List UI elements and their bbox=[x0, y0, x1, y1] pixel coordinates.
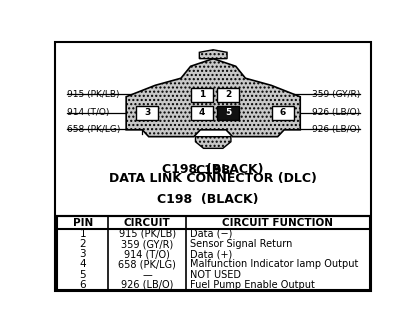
Text: 915 (PK/LB): 915 (PK/LB) bbox=[67, 90, 119, 99]
Text: 926 (LB/O): 926 (LB/O) bbox=[121, 280, 173, 290]
Text: C198: C198 bbox=[196, 164, 231, 177]
Text: C198  (BLACK): C198 (BLACK) bbox=[163, 163, 264, 176]
Text: 5: 5 bbox=[225, 109, 231, 117]
Text: Data (+): Data (+) bbox=[190, 249, 232, 259]
Text: 914 (T/O): 914 (T/O) bbox=[124, 249, 170, 259]
FancyBboxPatch shape bbox=[136, 106, 158, 120]
Polygon shape bbox=[196, 137, 231, 148]
FancyBboxPatch shape bbox=[191, 106, 213, 120]
Text: 3: 3 bbox=[144, 109, 151, 117]
FancyBboxPatch shape bbox=[217, 106, 239, 120]
FancyBboxPatch shape bbox=[217, 88, 239, 102]
FancyBboxPatch shape bbox=[57, 216, 369, 290]
Text: Data (−): Data (−) bbox=[190, 229, 232, 239]
Text: 915 (PK/LB): 915 (PK/LB) bbox=[119, 229, 176, 239]
Text: 359 (GY/R): 359 (GY/R) bbox=[121, 239, 173, 249]
Text: 6: 6 bbox=[79, 280, 86, 290]
Text: PIN: PIN bbox=[72, 217, 93, 228]
Text: 2: 2 bbox=[79, 239, 86, 249]
Text: 2: 2 bbox=[225, 90, 231, 99]
Text: Malfunction Indicator lamp Output: Malfunction Indicator lamp Output bbox=[190, 259, 358, 270]
Text: 359 (GY/R): 359 (GY/R) bbox=[312, 90, 360, 99]
Text: DATA LINK CONNECTOR (DLC): DATA LINK CONNECTOR (DLC) bbox=[109, 172, 317, 184]
Text: Fuel Pump Enable Output: Fuel Pump Enable Output bbox=[190, 280, 314, 290]
Text: 6: 6 bbox=[280, 109, 286, 117]
Polygon shape bbox=[126, 59, 300, 137]
Text: C198  (BLACK): C198 (BLACK) bbox=[157, 193, 259, 206]
Text: 926 (LB/O): 926 (LB/O) bbox=[312, 124, 360, 134]
Text: 658 (PK/LG): 658 (PK/LG) bbox=[118, 259, 176, 270]
Text: 926 (LB/O): 926 (LB/O) bbox=[312, 108, 360, 117]
Text: 4: 4 bbox=[199, 109, 206, 117]
Text: CIRCUIT: CIRCUIT bbox=[124, 217, 171, 228]
Polygon shape bbox=[199, 50, 227, 59]
Text: 4: 4 bbox=[79, 259, 86, 270]
Text: 1: 1 bbox=[199, 90, 206, 99]
Text: 658 (PK/LG): 658 (PK/LG) bbox=[67, 124, 120, 134]
FancyBboxPatch shape bbox=[191, 88, 213, 102]
Text: 3: 3 bbox=[79, 249, 86, 259]
FancyBboxPatch shape bbox=[272, 106, 294, 120]
Text: 5: 5 bbox=[79, 270, 86, 280]
Text: 1: 1 bbox=[79, 229, 86, 239]
Text: 914 (T/O): 914 (T/O) bbox=[67, 108, 109, 117]
Text: —: — bbox=[142, 270, 152, 280]
FancyBboxPatch shape bbox=[55, 42, 371, 291]
Text: C198  (BLACK): C198 (BLACK) bbox=[163, 163, 264, 176]
Text: NOT USED: NOT USED bbox=[190, 270, 241, 280]
Text: Sensor Signal Return: Sensor Signal Return bbox=[190, 239, 292, 249]
Text: CIRCUIT FUNCTION: CIRCUIT FUNCTION bbox=[222, 217, 333, 228]
